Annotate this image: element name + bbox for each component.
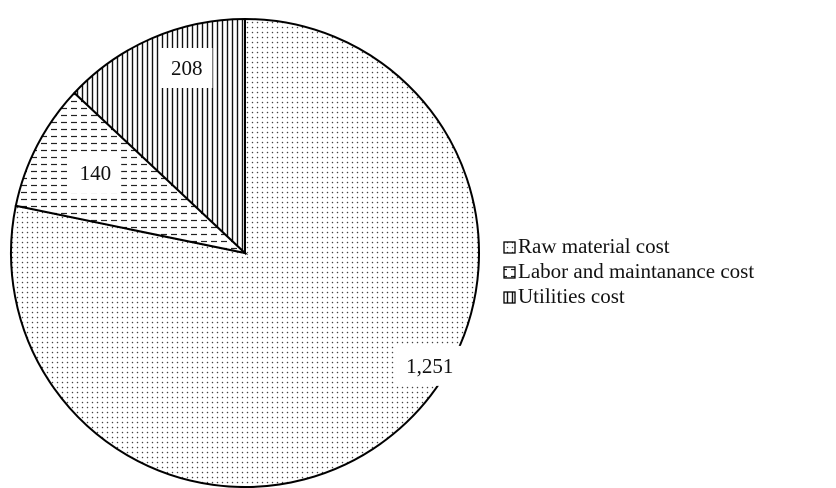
- data-label-box: [396, 345, 464, 386]
- data-label-box: [160, 48, 213, 89]
- pie-slice: [14, 91, 249, 255]
- data-label: 140: [80, 161, 112, 185]
- legend-label: Raw material cost: [518, 234, 670, 258]
- legend-swatch: [503, 241, 516, 254]
- legend-label: Labor and maintanance cost: [518, 259, 754, 283]
- legend-swatch: [503, 291, 516, 304]
- data-label: 208: [171, 56, 203, 80]
- data-label: 1,251: [406, 354, 453, 378]
- legend-label: Utilities cost: [518, 284, 625, 308]
- data-label-box: [69, 153, 122, 194]
- legend-swatch: [503, 266, 516, 279]
